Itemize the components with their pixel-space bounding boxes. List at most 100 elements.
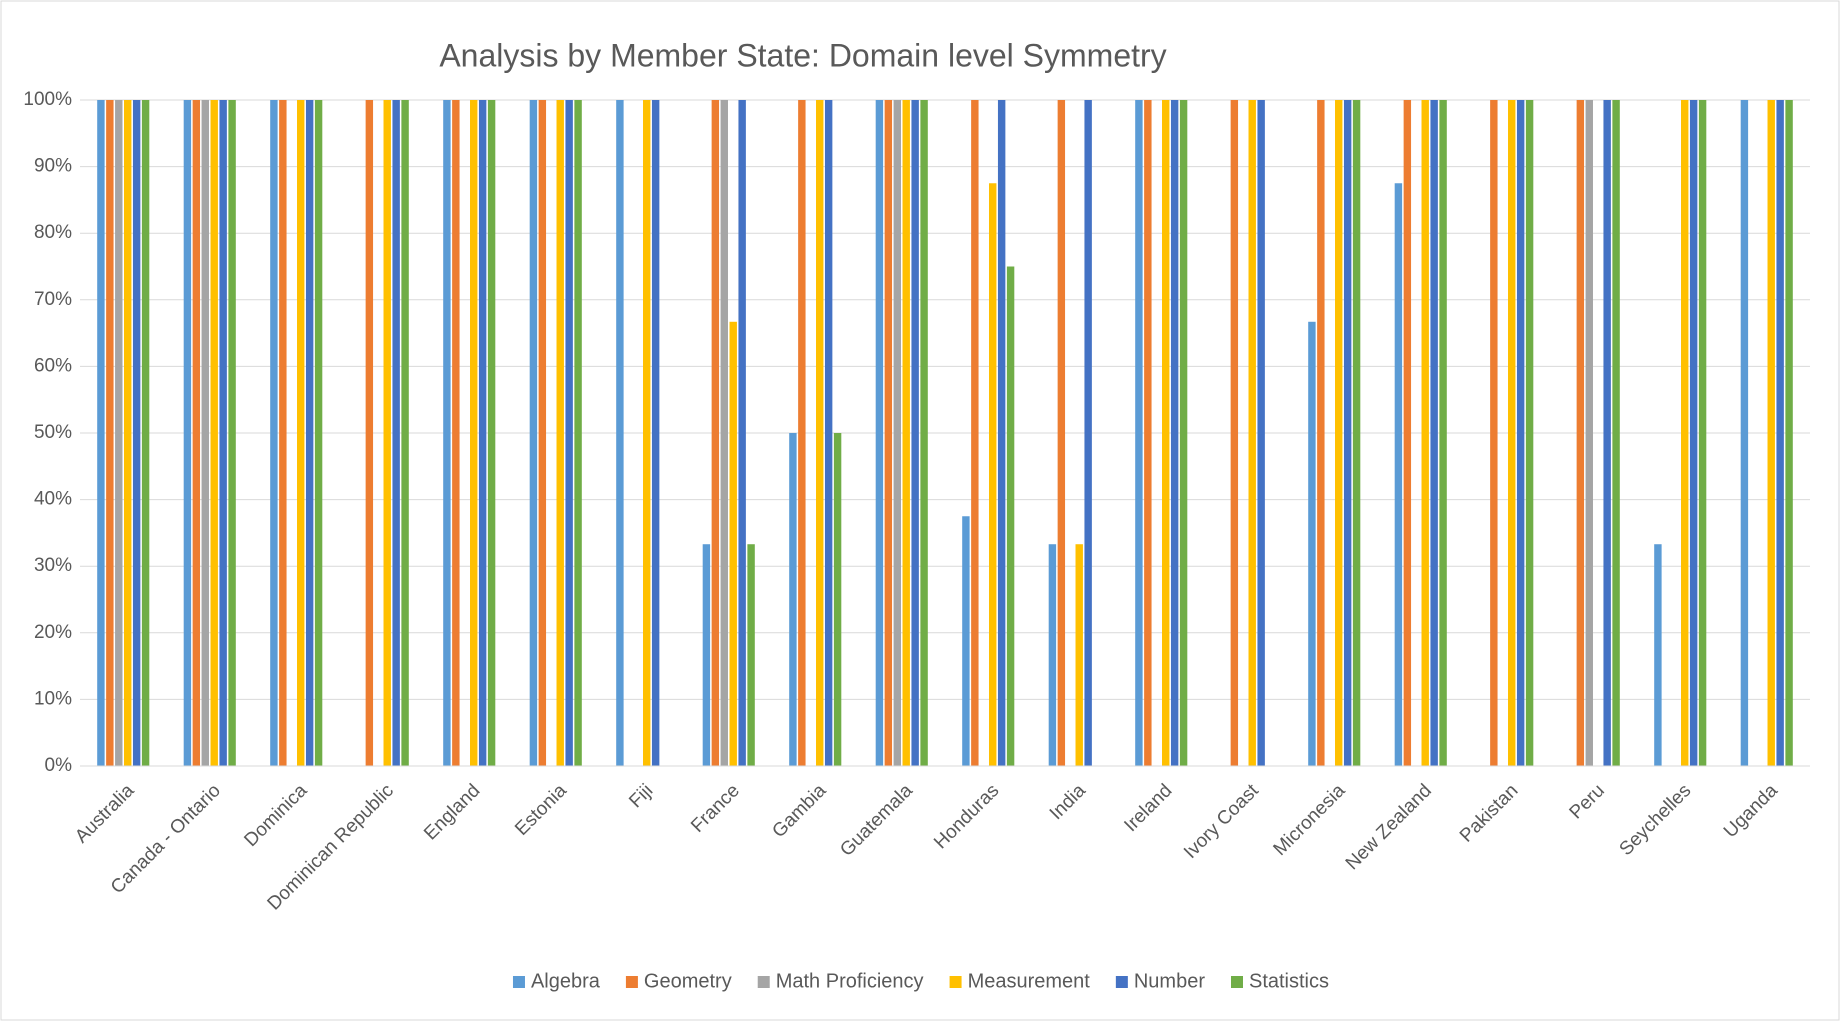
y-tick-label: 0% xyxy=(45,755,73,776)
bar xyxy=(132,100,141,766)
bar xyxy=(824,100,833,766)
legend-swatch xyxy=(949,976,962,988)
bar xyxy=(875,100,884,766)
bar xyxy=(920,100,928,766)
legend-label: Statistics xyxy=(1249,970,1329,992)
bar xyxy=(1776,100,1784,766)
bar xyxy=(210,100,218,766)
bar xyxy=(1248,100,1256,766)
legend-swatch xyxy=(757,976,770,988)
legend-swatch xyxy=(625,976,638,988)
y-tick-label: 90% xyxy=(34,156,72,177)
bar xyxy=(1430,100,1438,766)
legend-swatch xyxy=(1115,976,1128,988)
bar xyxy=(833,433,842,766)
legend-label: Measurement xyxy=(968,970,1091,992)
y-tick-label: 70% xyxy=(34,289,72,310)
bar xyxy=(383,100,391,766)
bar xyxy=(616,100,624,766)
bar xyxy=(1170,100,1179,766)
bar xyxy=(297,100,305,766)
bar xyxy=(1317,100,1325,766)
bar xyxy=(192,100,201,766)
y-tick-label: 20% xyxy=(34,622,72,643)
legend-label: Math Proficiency xyxy=(776,970,924,992)
bar xyxy=(443,100,451,766)
bar xyxy=(279,100,287,766)
bar xyxy=(720,100,728,766)
bar xyxy=(201,100,209,766)
bar xyxy=(1785,100,1793,766)
bar xyxy=(1179,100,1188,766)
bar xyxy=(1308,321,1316,766)
bar xyxy=(1689,100,1698,766)
bar xyxy=(529,100,538,766)
bar xyxy=(971,100,979,766)
bar xyxy=(556,100,564,766)
bar xyxy=(989,183,997,766)
bar xyxy=(141,100,150,766)
bar xyxy=(1576,100,1585,766)
legend-swatch xyxy=(1230,976,1243,988)
bar xyxy=(1516,100,1525,766)
bar xyxy=(1740,100,1749,766)
legend-label: Number xyxy=(1134,970,1205,992)
bar xyxy=(816,100,824,766)
bar xyxy=(1654,544,1662,766)
bar xyxy=(643,100,651,766)
y-tick-label: 80% xyxy=(34,222,72,243)
bar xyxy=(305,100,314,766)
bar xyxy=(1335,100,1343,766)
bar xyxy=(314,100,323,766)
bar xyxy=(1681,100,1689,766)
bar xyxy=(1394,183,1403,766)
bar xyxy=(1490,100,1498,766)
bar xyxy=(183,100,192,766)
bar xyxy=(1162,100,1170,766)
bar xyxy=(1006,266,1015,766)
bar xyxy=(574,100,582,766)
bar xyxy=(1403,100,1412,766)
bar xyxy=(565,100,573,766)
bar xyxy=(452,100,460,766)
bar xyxy=(962,516,970,766)
bar xyxy=(893,100,901,766)
chart-title: Analysis by Member State: Domain level S… xyxy=(439,37,1166,73)
bar xyxy=(1585,100,1593,766)
bar xyxy=(270,100,278,766)
bar xyxy=(789,433,797,766)
bar xyxy=(747,544,755,766)
y-tick-label: 100% xyxy=(23,89,72,110)
bar xyxy=(392,100,400,766)
bar xyxy=(1439,100,1447,766)
legend-swatch xyxy=(512,976,525,988)
bar xyxy=(538,100,547,766)
bar xyxy=(1698,100,1707,766)
y-tick-label: 50% xyxy=(34,422,72,443)
bar xyxy=(228,100,236,766)
bar xyxy=(1075,544,1083,766)
bar xyxy=(97,100,105,766)
bar xyxy=(1084,100,1092,766)
bar xyxy=(651,100,660,766)
bar xyxy=(738,100,746,766)
bar xyxy=(798,100,806,766)
y-tick-label: 30% xyxy=(34,555,72,576)
bar xyxy=(911,100,919,766)
bar xyxy=(1343,100,1352,766)
bar xyxy=(1603,100,1611,766)
y-tick-label: 60% xyxy=(34,355,72,376)
bar xyxy=(1352,100,1361,766)
bar xyxy=(106,100,114,766)
bar xyxy=(1135,100,1143,766)
bar xyxy=(1144,100,1152,766)
bar xyxy=(1421,100,1429,766)
bar xyxy=(1057,100,1066,766)
bar xyxy=(124,100,132,766)
bar xyxy=(1508,100,1516,766)
bar xyxy=(702,544,711,766)
bar xyxy=(470,100,478,766)
bar xyxy=(219,100,227,766)
bar xyxy=(1612,100,1620,766)
